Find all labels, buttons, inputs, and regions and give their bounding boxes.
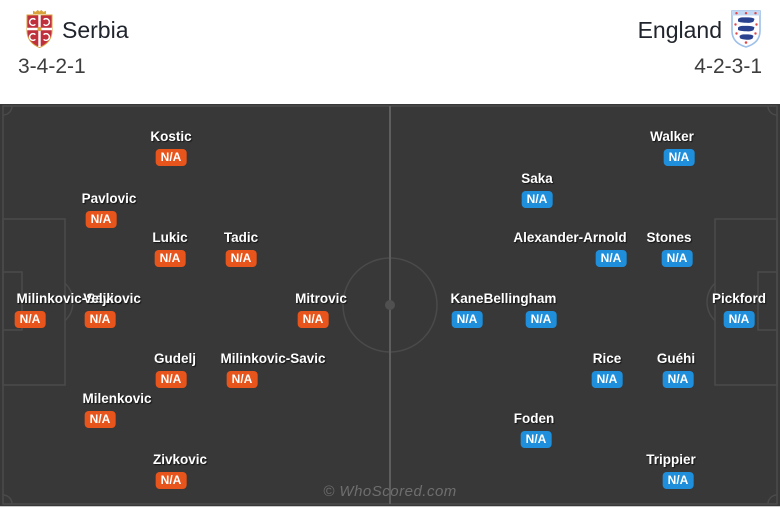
player-rating-badge: N/A [521,191,553,208]
player-name: Mitrovic [295,291,347,306]
player-name: Trippier [646,452,696,467]
player-name: Tadic [223,230,259,245]
away-formation: 4-2-3-1 [694,55,762,78]
pitch-markings [2,105,778,505]
player-name: Kane [450,291,484,306]
player-rating-badge: N/A [723,311,755,328]
player-name: Gudelj [153,351,197,366]
player-name: Pickford [711,291,767,306]
player-rating-badge: N/A [525,311,557,328]
home-formation: 3-4-2-1 [18,55,86,78]
player-rating-badge: N/A [84,311,116,328]
player-name: Milinkovic-Savic [220,351,326,366]
player-rating-badge: N/A [155,472,187,489]
player-name: Alexander-Arnold [513,230,627,245]
player-rating-badge: N/A [662,472,694,489]
player-name: Bellingham [483,291,557,306]
player-rating-badge: N/A [226,371,258,388]
player-name: Milinkovic-Savic [16,291,122,306]
player-name: Kostic [150,129,192,144]
england-crest-icon [730,9,762,53]
player-rating-badge: N/A [154,250,186,267]
player-name: Stones [646,230,692,245]
player-name: Rice [592,351,622,366]
player-rating-badge: N/A [155,371,187,388]
player-rating-badge: N/A [84,411,116,428]
player-rating-badge: N/A [14,311,46,328]
home-team-name: Serbia [62,17,129,43]
player-rating-badge: N/A [595,250,627,267]
player-rating-badge: N/A [591,371,623,388]
player-rating-badge: N/A [85,211,117,228]
whoscored-watermark: © WhoScored.com [323,483,457,500]
player-rating-badge: N/A [662,371,694,388]
player-rating-badge: N/A [451,311,483,328]
player-rating-badge: N/A [520,431,552,448]
match-header: Serbia 3-4-2-1 England 4-2-3-1 [0,0,780,104]
away-team-name: England [637,17,722,43]
player-name: Lukic [152,230,188,245]
player-rating-badge: N/A [661,250,693,267]
player-rating-badge: N/A [297,311,329,328]
player-name: Walker [650,129,694,144]
player-name: Veljkovic [83,291,141,306]
player-name: Guéhi [656,351,696,366]
player-name: Foden [513,411,555,426]
pitch: Kostic N/A Pavlovic N/A Lukic N/A Tadic N/A Mili… [0,104,780,507]
player-rating-badge: N/A [225,250,257,267]
player-name: Milenkovic [82,391,152,406]
player-name: Pavlovic [81,191,137,206]
player-name: Zivkovic [152,452,208,467]
serbia-crest-icon [26,9,53,53]
player-name: Saka [521,171,553,186]
player-rating-badge: N/A [155,149,187,166]
player-rating-badge: N/A [663,149,695,166]
